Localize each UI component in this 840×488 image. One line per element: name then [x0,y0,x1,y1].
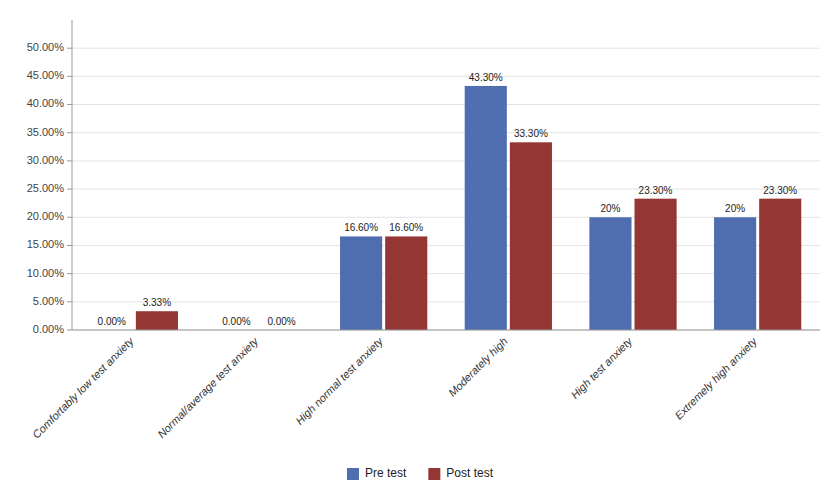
data-label: 33.30% [514,128,548,139]
grid-line [72,48,820,49]
y-tick [67,132,72,133]
legend: Pre test Post test [347,466,494,480]
y-tick [67,189,72,190]
chart: 0.00% 5.00% 10.00% 15.00% 20.00% 25.00% 30.00%… [0,0,840,488]
data-label: 0.00% [98,316,126,327]
y-axis-line [72,20,73,330]
grid-line [72,104,820,105]
y-tick [67,245,72,246]
grid-line [72,189,820,190]
data-label: 3.33% [143,297,171,308]
legend-label: Pre test [365,466,407,480]
y-tick-label: 30.00% [27,154,65,166]
y-tick-label: 15.00% [27,238,65,250]
y-tick-label: 40.00% [27,97,65,109]
data-label: 0.00% [267,316,295,327]
y-tick [67,160,72,161]
data-label: 23.30% [639,185,673,196]
data-label: 16.60% [389,222,423,233]
data-label: 43.30% [469,72,503,83]
data-label: 20% [600,203,620,214]
data-label: 16.60% [344,222,378,233]
legend-swatch [428,468,440,480]
y-tick-label: 10.00% [27,267,65,279]
grid-line [72,301,820,302]
bar [340,236,382,330]
y-axis: 0.00% 5.00% 10.00% 15.00% 20.00% 25.00% 30.00%… [27,20,72,335]
y-tick-label: 50.00% [27,41,65,53]
x-axis-line [72,330,820,331]
bar [465,86,507,330]
x-tick-label: Normal/average test anxiety [155,334,261,440]
grid [72,48,820,330]
bar [510,142,552,330]
y-tick-label: 5.00% [33,295,64,307]
y-tick [67,104,72,105]
bars [136,86,801,330]
y-tick [67,217,72,218]
bar [385,236,427,330]
grid-line [72,217,820,218]
bar [589,217,631,330]
legend-label: Post test [446,466,493,480]
x-tick-label: High normal test anxiety [293,334,386,427]
y-tick [67,48,72,49]
x-tick-label: Moderately high [446,335,510,399]
x-axis: Comfortably low test anxietyNormal/avera… [30,330,820,441]
data-label: 20% [725,203,745,214]
y-tick [67,273,72,274]
grid-line [72,132,820,133]
page: {"chart_data": {"type": "bar", "categori… [0,0,840,488]
y-tick [67,330,72,331]
legend-swatch [347,468,359,480]
grid-line [72,273,820,274]
y-tick-label: 0.00% [33,323,64,335]
y-tick-label: 20.00% [27,210,65,222]
bar [635,199,677,330]
grid-line [72,160,820,161]
bar [136,311,178,330]
bar [759,199,801,330]
y-tick-label: 25.00% [27,182,65,194]
data-label: 23.30% [763,185,797,196]
x-tick-label: High test anxiety [568,334,635,401]
data-labels: 0.00% 0.00% 16.60% 43.30% 20% 20% 3.33% 0.00% 16… [98,72,798,327]
grid-line [72,76,820,77]
x-tick-label: Extremely high anxiety [672,334,760,422]
x-tick-label: Comfortably low test anxiety [30,334,137,441]
y-tick [67,301,72,302]
y-tick-label: 45.00% [27,69,65,81]
y-tick [67,76,72,77]
y-tick-label: 35.00% [27,126,65,138]
grid-line [72,245,820,246]
bar [714,217,756,330]
grid-line [72,330,820,331]
data-label: 0.00% [222,316,250,327]
